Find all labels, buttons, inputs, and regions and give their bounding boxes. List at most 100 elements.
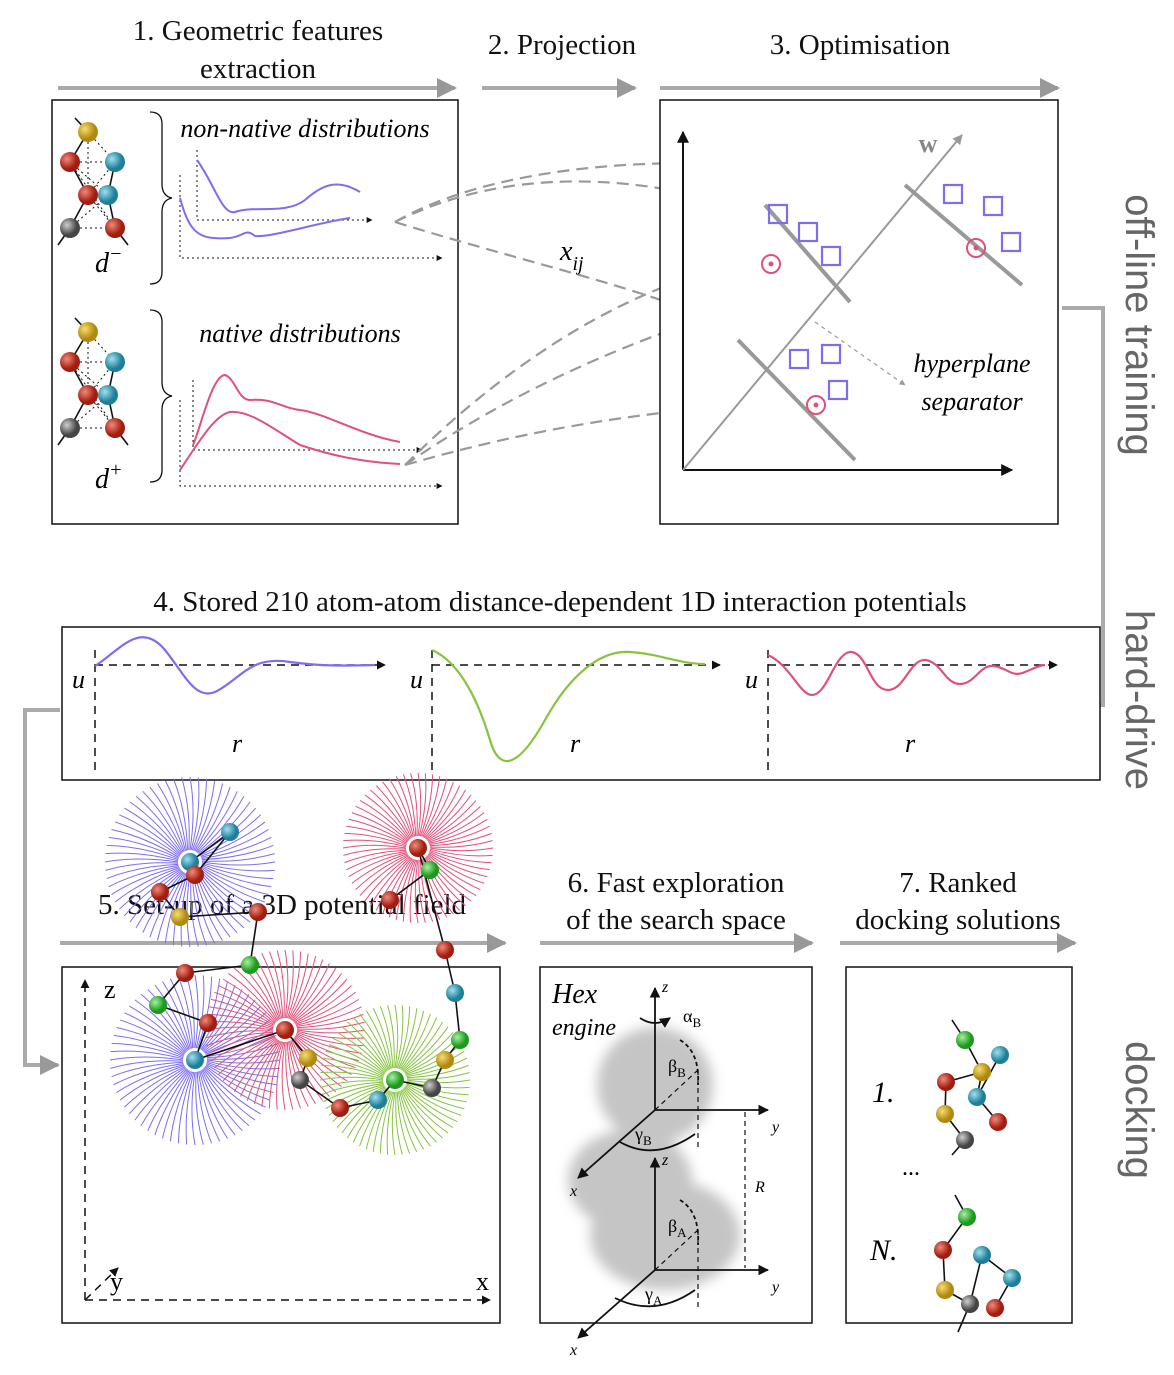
axis-label: y (770, 1279, 780, 1296)
atom (78, 385, 98, 405)
field-line (173, 779, 187, 851)
step-title: of the search space (566, 904, 786, 936)
atom (60, 218, 80, 238)
atom (973, 1063, 991, 1081)
rank-label: N. (869, 1234, 898, 1267)
atom (98, 185, 118, 205)
atom (276, 1021, 294, 1039)
field-line (190, 777, 193, 850)
field-line (107, 864, 179, 878)
step-title: 4. Stored 210 atom-atom distance-depende… (153, 586, 966, 618)
atom (436, 1051, 454, 1069)
field-line (425, 786, 460, 838)
field-line (403, 774, 415, 836)
atom (451, 1031, 469, 1049)
field-line (418, 773, 421, 836)
atom (991, 1046, 1009, 1064)
math-base: β (668, 1056, 677, 1076)
atom (249, 903, 267, 921)
atom (299, 1049, 317, 1067)
axis-label: r (570, 729, 581, 758)
step-title: 6. Fast exploration (568, 867, 785, 899)
axis-label: r (905, 729, 916, 758)
rank-label: ... (902, 1155, 920, 1181)
atom (78, 122, 98, 142)
step-title: 2. Projection (488, 29, 637, 61)
axis-label: x (476, 1267, 489, 1296)
math-base: γ (634, 1124, 643, 1144)
math-base: x (559, 236, 573, 267)
field-line (426, 790, 466, 839)
atom (973, 1246, 991, 1264)
atom (176, 964, 194, 982)
atom (291, 1071, 309, 1089)
atom (151, 883, 169, 901)
atom (968, 1088, 986, 1106)
label: Hex (551, 979, 598, 1010)
field-line (130, 802, 182, 854)
field-line (419, 773, 426, 836)
math-sup: − (109, 243, 123, 265)
step-title: docking solutions (855, 904, 1060, 936)
atom (386, 1071, 404, 1089)
step-title: 1. Geometric features (133, 15, 383, 47)
atom (956, 1031, 974, 1049)
axis-label: y (770, 1119, 780, 1136)
math-sub: A (653, 1293, 663, 1308)
step-title: 3. Optimisation (770, 29, 951, 61)
atom (989, 1113, 1007, 1131)
axis-label: u (410, 665, 423, 694)
step-title: 7. Ranked (899, 867, 1017, 899)
atom (331, 1099, 349, 1117)
axis-label: R (754, 1179, 765, 1196)
panel (62, 627, 1100, 780)
field-line (427, 800, 476, 840)
math-sub: B (643, 1133, 652, 1148)
field-line (360, 800, 409, 840)
rank-label: 1. (872, 1076, 895, 1109)
atom (149, 996, 167, 1014)
field-line (202, 863, 275, 871)
math-sub: B (692, 1015, 701, 1030)
step-title: extraction (200, 53, 316, 85)
axis-label: r (232, 729, 243, 758)
atom (105, 218, 125, 238)
atom (98, 385, 118, 405)
label: non-native distributions (180, 114, 429, 143)
panel (62, 967, 500, 1323)
field-line (430, 833, 492, 845)
field-line (191, 777, 199, 850)
field-line (202, 862, 275, 865)
axis-label: z (661, 1152, 669, 1169)
atom (199, 1014, 217, 1032)
atom (958, 1208, 976, 1226)
atom (446, 984, 464, 1002)
panel (660, 100, 1058, 524)
atom (171, 908, 189, 926)
math-sup: + (109, 459, 123, 481)
atom (186, 1051, 204, 1069)
atom (241, 956, 259, 974)
axis-label: u (72, 665, 85, 694)
atom (436, 941, 454, 959)
label: w (919, 129, 938, 158)
atom (78, 322, 98, 342)
atom (221, 823, 239, 841)
axis-label: z (661, 979, 669, 996)
diagram: 1. Geometric features extraction 2. Proj… (0, 0, 1174, 1375)
field-line (343, 840, 406, 847)
field-line (356, 806, 408, 841)
field-line (430, 848, 493, 851)
atom (78, 185, 98, 205)
field-line (105, 859, 178, 862)
axis-label: x (569, 1342, 577, 1359)
atom (105, 352, 125, 372)
atom (60, 352, 80, 372)
math-sub: A (677, 1225, 687, 1240)
field-line (143, 791, 184, 852)
atom (934, 1241, 952, 1259)
label: separator (921, 387, 1023, 416)
phase-label: docking (1117, 1041, 1161, 1179)
axis-label: u (745, 665, 758, 694)
field-line (343, 845, 406, 848)
